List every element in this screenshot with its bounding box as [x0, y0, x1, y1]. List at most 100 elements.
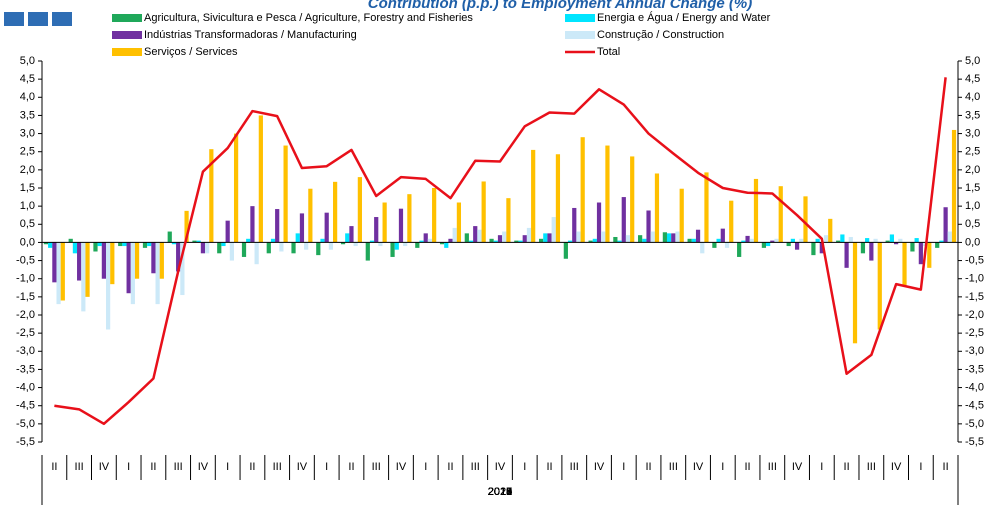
- bar: [167, 231, 172, 243]
- x-tick-label: II: [348, 461, 354, 473]
- bar: [221, 242, 226, 247]
- bar: [266, 242, 271, 254]
- bar: [506, 198, 511, 243]
- bar: [638, 235, 643, 243]
- x-tick-label: III: [768, 461, 777, 473]
- bar: [134, 242, 140, 279]
- logo-block: [28, 12, 48, 26]
- bar: [902, 242, 907, 286]
- y-tick-label: 3,5: [20, 109, 35, 121]
- y2-tick-label: 1,0: [965, 200, 980, 212]
- bar: [745, 235, 750, 243]
- y2-tick-label: -3,5: [965, 363, 984, 375]
- bar: [951, 129, 957, 243]
- x-tick-label: IV: [594, 461, 605, 473]
- y-tick-label: -5,5: [16, 436, 35, 448]
- bar: [543, 233, 548, 243]
- legend-label: Construção / Construction: [597, 29, 724, 41]
- bar: [415, 242, 420, 248]
- bar: [778, 186, 783, 243]
- legend-swatch: [565, 31, 595, 39]
- bar: [374, 217, 379, 243]
- bar: [695, 229, 701, 243]
- bar: [299, 213, 305, 243]
- bar: [225, 220, 230, 243]
- bar: [333, 181, 338, 243]
- bar: [192, 240, 197, 243]
- y2-tick-label: 4,0: [965, 91, 980, 103]
- y2-tick-label: 1,5: [965, 182, 980, 194]
- year-label: 2012: [488, 486, 512, 498]
- bar: [403, 242, 408, 247]
- x-tick-label: II: [844, 461, 850, 473]
- y2-tick-label: -5,5: [965, 436, 984, 448]
- x-tick-label: I: [622, 461, 625, 473]
- bar: [860, 242, 866, 254]
- bar: [844, 242, 849, 268]
- bar: [939, 240, 944, 243]
- bar: [398, 208, 404, 243]
- x-tick-label: III: [570, 461, 579, 473]
- bar: [142, 242, 148, 248]
- bar: [448, 238, 453, 243]
- bar: [159, 242, 164, 279]
- bar: [563, 242, 568, 259]
- bar: [712, 242, 717, 248]
- bar: [894, 242, 899, 245]
- bar: [328, 242, 334, 250]
- legend-swatch: [112, 31, 142, 39]
- bar: [848, 236, 853, 243]
- bar: [910, 242, 915, 252]
- x-tick-label: IV: [396, 461, 407, 473]
- x-tick-label: III: [372, 461, 381, 473]
- logo-block: [52, 12, 72, 26]
- bar: [456, 202, 462, 243]
- bar: [72, 242, 78, 254]
- bar: [889, 234, 895, 243]
- y-tick-label: -3,5: [16, 363, 35, 375]
- bar: [304, 242, 309, 250]
- total-line: [54, 77, 947, 426]
- bar: [877, 242, 882, 330]
- bar: [828, 218, 833, 243]
- bar: [81, 242, 86, 312]
- bar: [538, 238, 544, 243]
- bar: [720, 228, 725, 243]
- legend-label: Energia e Água / Energy and Water: [597, 11, 771, 24]
- y-tick-label: 2,0: [20, 164, 35, 176]
- bar: [753, 178, 759, 243]
- y-tick-label: 3,0: [20, 127, 35, 139]
- bar: [918, 242, 923, 265]
- bar: [130, 242, 135, 305]
- bar: [390, 242, 395, 257]
- bar: [126, 242, 131, 294]
- bar: [407, 194, 412, 243]
- bar: [345, 233, 350, 243]
- bar: [184, 210, 189, 243]
- bar: [105, 242, 111, 330]
- x-tick-label: I: [820, 461, 823, 473]
- bar: [205, 242, 210, 254]
- bar: [642, 238, 647, 243]
- x-tick-label: III: [273, 461, 282, 473]
- x-tick-label: II: [745, 461, 751, 473]
- x-tick-label: IV: [495, 461, 506, 473]
- bar: [761, 242, 767, 248]
- y2-tick-label: 3,0: [965, 127, 980, 139]
- bar: [526, 227, 532, 243]
- year-label: 2016: [488, 486, 512, 498]
- x-tick-label: III: [75, 461, 84, 473]
- y-tick-label: -2,0: [16, 309, 35, 321]
- bar: [737, 242, 742, 257]
- bar: [811, 242, 816, 256]
- x-tick-label: IV: [297, 461, 308, 473]
- bar: [250, 206, 255, 243]
- y2-tick-label: -1,0: [965, 273, 984, 285]
- x-tick-label: II: [645, 461, 651, 473]
- bar: [691, 238, 696, 243]
- bar: [101, 242, 106, 279]
- bar: [852, 242, 858, 344]
- bar: [518, 240, 523, 243]
- bar: [514, 240, 519, 243]
- bar: [869, 242, 874, 261]
